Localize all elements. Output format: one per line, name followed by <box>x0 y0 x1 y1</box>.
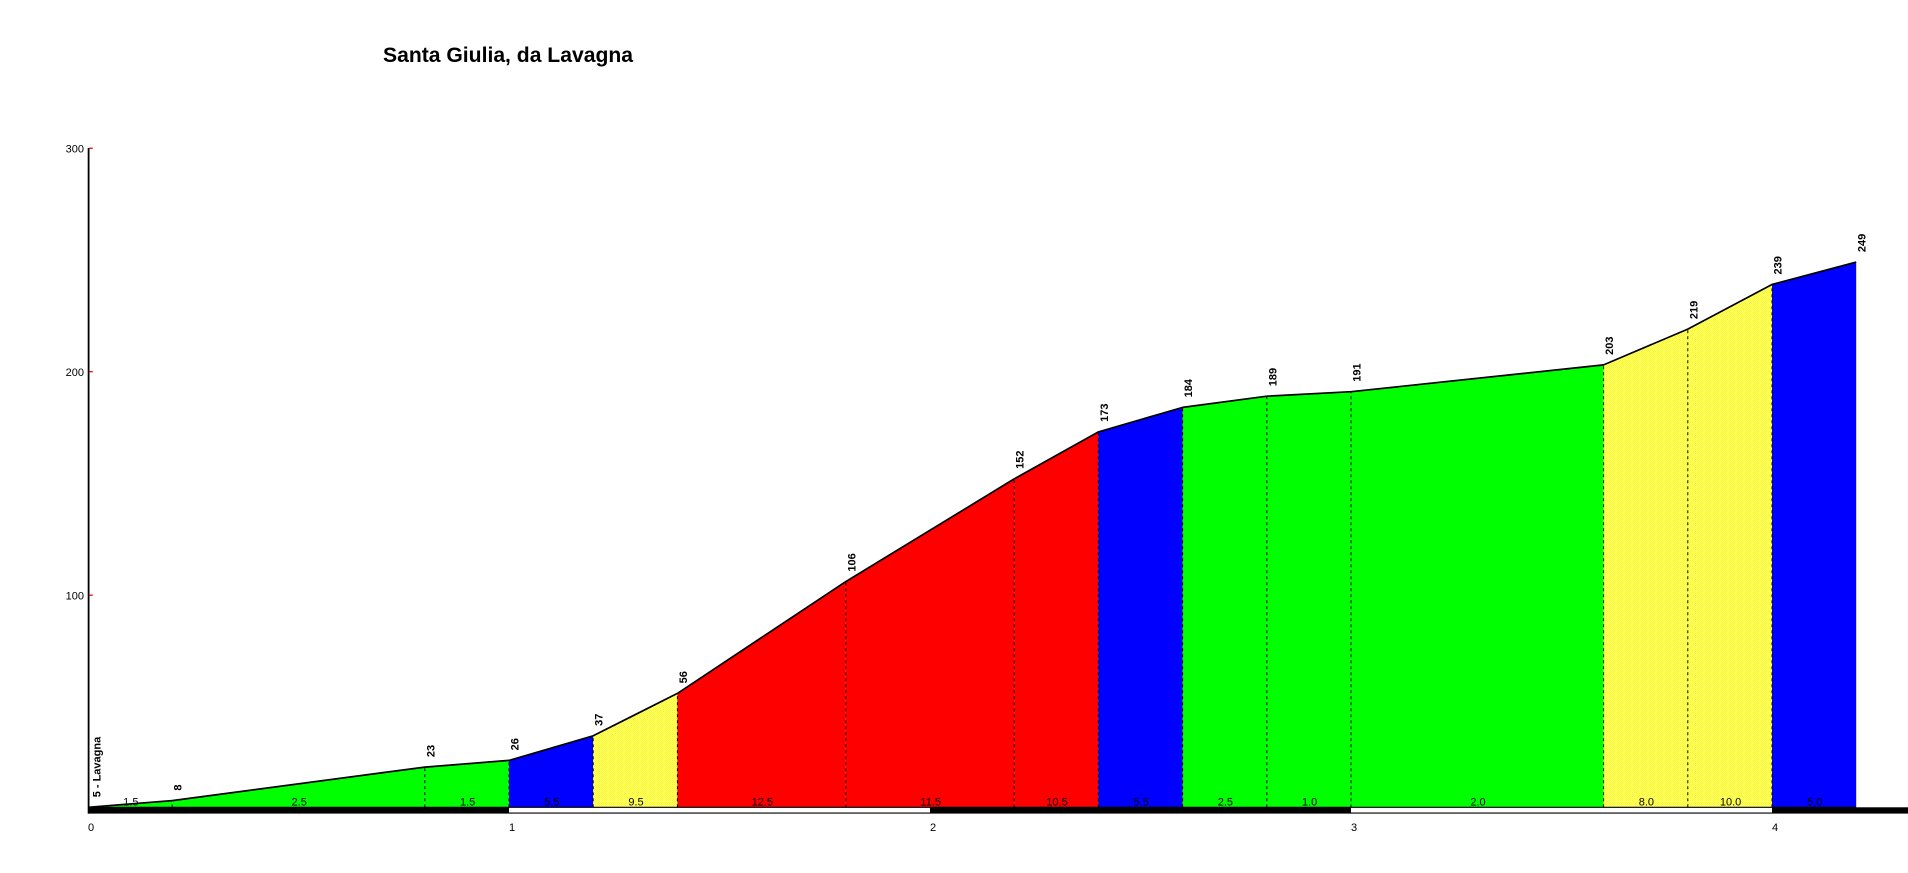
svg-text:1.0: 1.0 <box>1302 797 1317 809</box>
svg-text:26: 26 <box>510 738 522 750</box>
svg-text:152: 152 <box>1015 451 1027 469</box>
svg-text:173: 173 <box>1099 404 1111 422</box>
svg-text:Santa Giulia, da Lavagna: Santa Giulia, da Lavagna <box>383 44 633 67</box>
svg-text:106: 106 <box>846 553 858 571</box>
svg-text:203: 203 <box>1604 337 1616 355</box>
svg-text:300: 300 <box>66 143 84 155</box>
svg-text:1.5: 1.5 <box>123 797 138 809</box>
svg-text:2.5: 2.5 <box>1218 797 1233 809</box>
svg-text:219: 219 <box>1688 301 1700 319</box>
svg-text:2.0: 2.0 <box>1470 797 1485 809</box>
svg-text:8.0: 8.0 <box>1639 797 1654 809</box>
svg-text:10.5: 10.5 <box>1046 797 1067 809</box>
svg-text:56: 56 <box>678 671 690 683</box>
svg-text:249: 249 <box>1857 234 1869 252</box>
svg-text:12.5: 12.5 <box>752 797 773 809</box>
svg-text:5.5: 5.5 <box>1134 797 1149 809</box>
svg-text:11.5: 11.5 <box>920 797 941 809</box>
svg-text:2.5: 2.5 <box>292 797 307 809</box>
svg-text:239: 239 <box>1773 256 1785 274</box>
svg-text:5.0: 5.0 <box>1807 797 1822 809</box>
svg-text:191: 191 <box>1352 363 1364 381</box>
svg-text:9.5: 9.5 <box>628 797 643 809</box>
svg-text:1.5: 1.5 <box>460 797 475 809</box>
svg-text:1: 1 <box>509 822 515 834</box>
svg-text:8: 8 <box>173 784 185 790</box>
svg-text:23: 23 <box>425 745 437 757</box>
svg-text:4: 4 <box>1772 822 1778 834</box>
svg-text:200: 200 <box>66 367 84 379</box>
svg-text:3: 3 <box>1351 822 1357 834</box>
svg-text:5.5: 5.5 <box>544 797 559 809</box>
svg-text:5 - Lavagna: 5 - Lavagna <box>91 736 103 797</box>
svg-text:100: 100 <box>66 590 84 602</box>
svg-text:10.0: 10.0 <box>1720 797 1741 809</box>
svg-text:37: 37 <box>594 714 606 726</box>
svg-text:184: 184 <box>1183 378 1195 397</box>
svg-text:189: 189 <box>1267 368 1279 386</box>
svg-text:2: 2 <box>930 822 936 834</box>
svg-text:0: 0 <box>88 822 94 834</box>
